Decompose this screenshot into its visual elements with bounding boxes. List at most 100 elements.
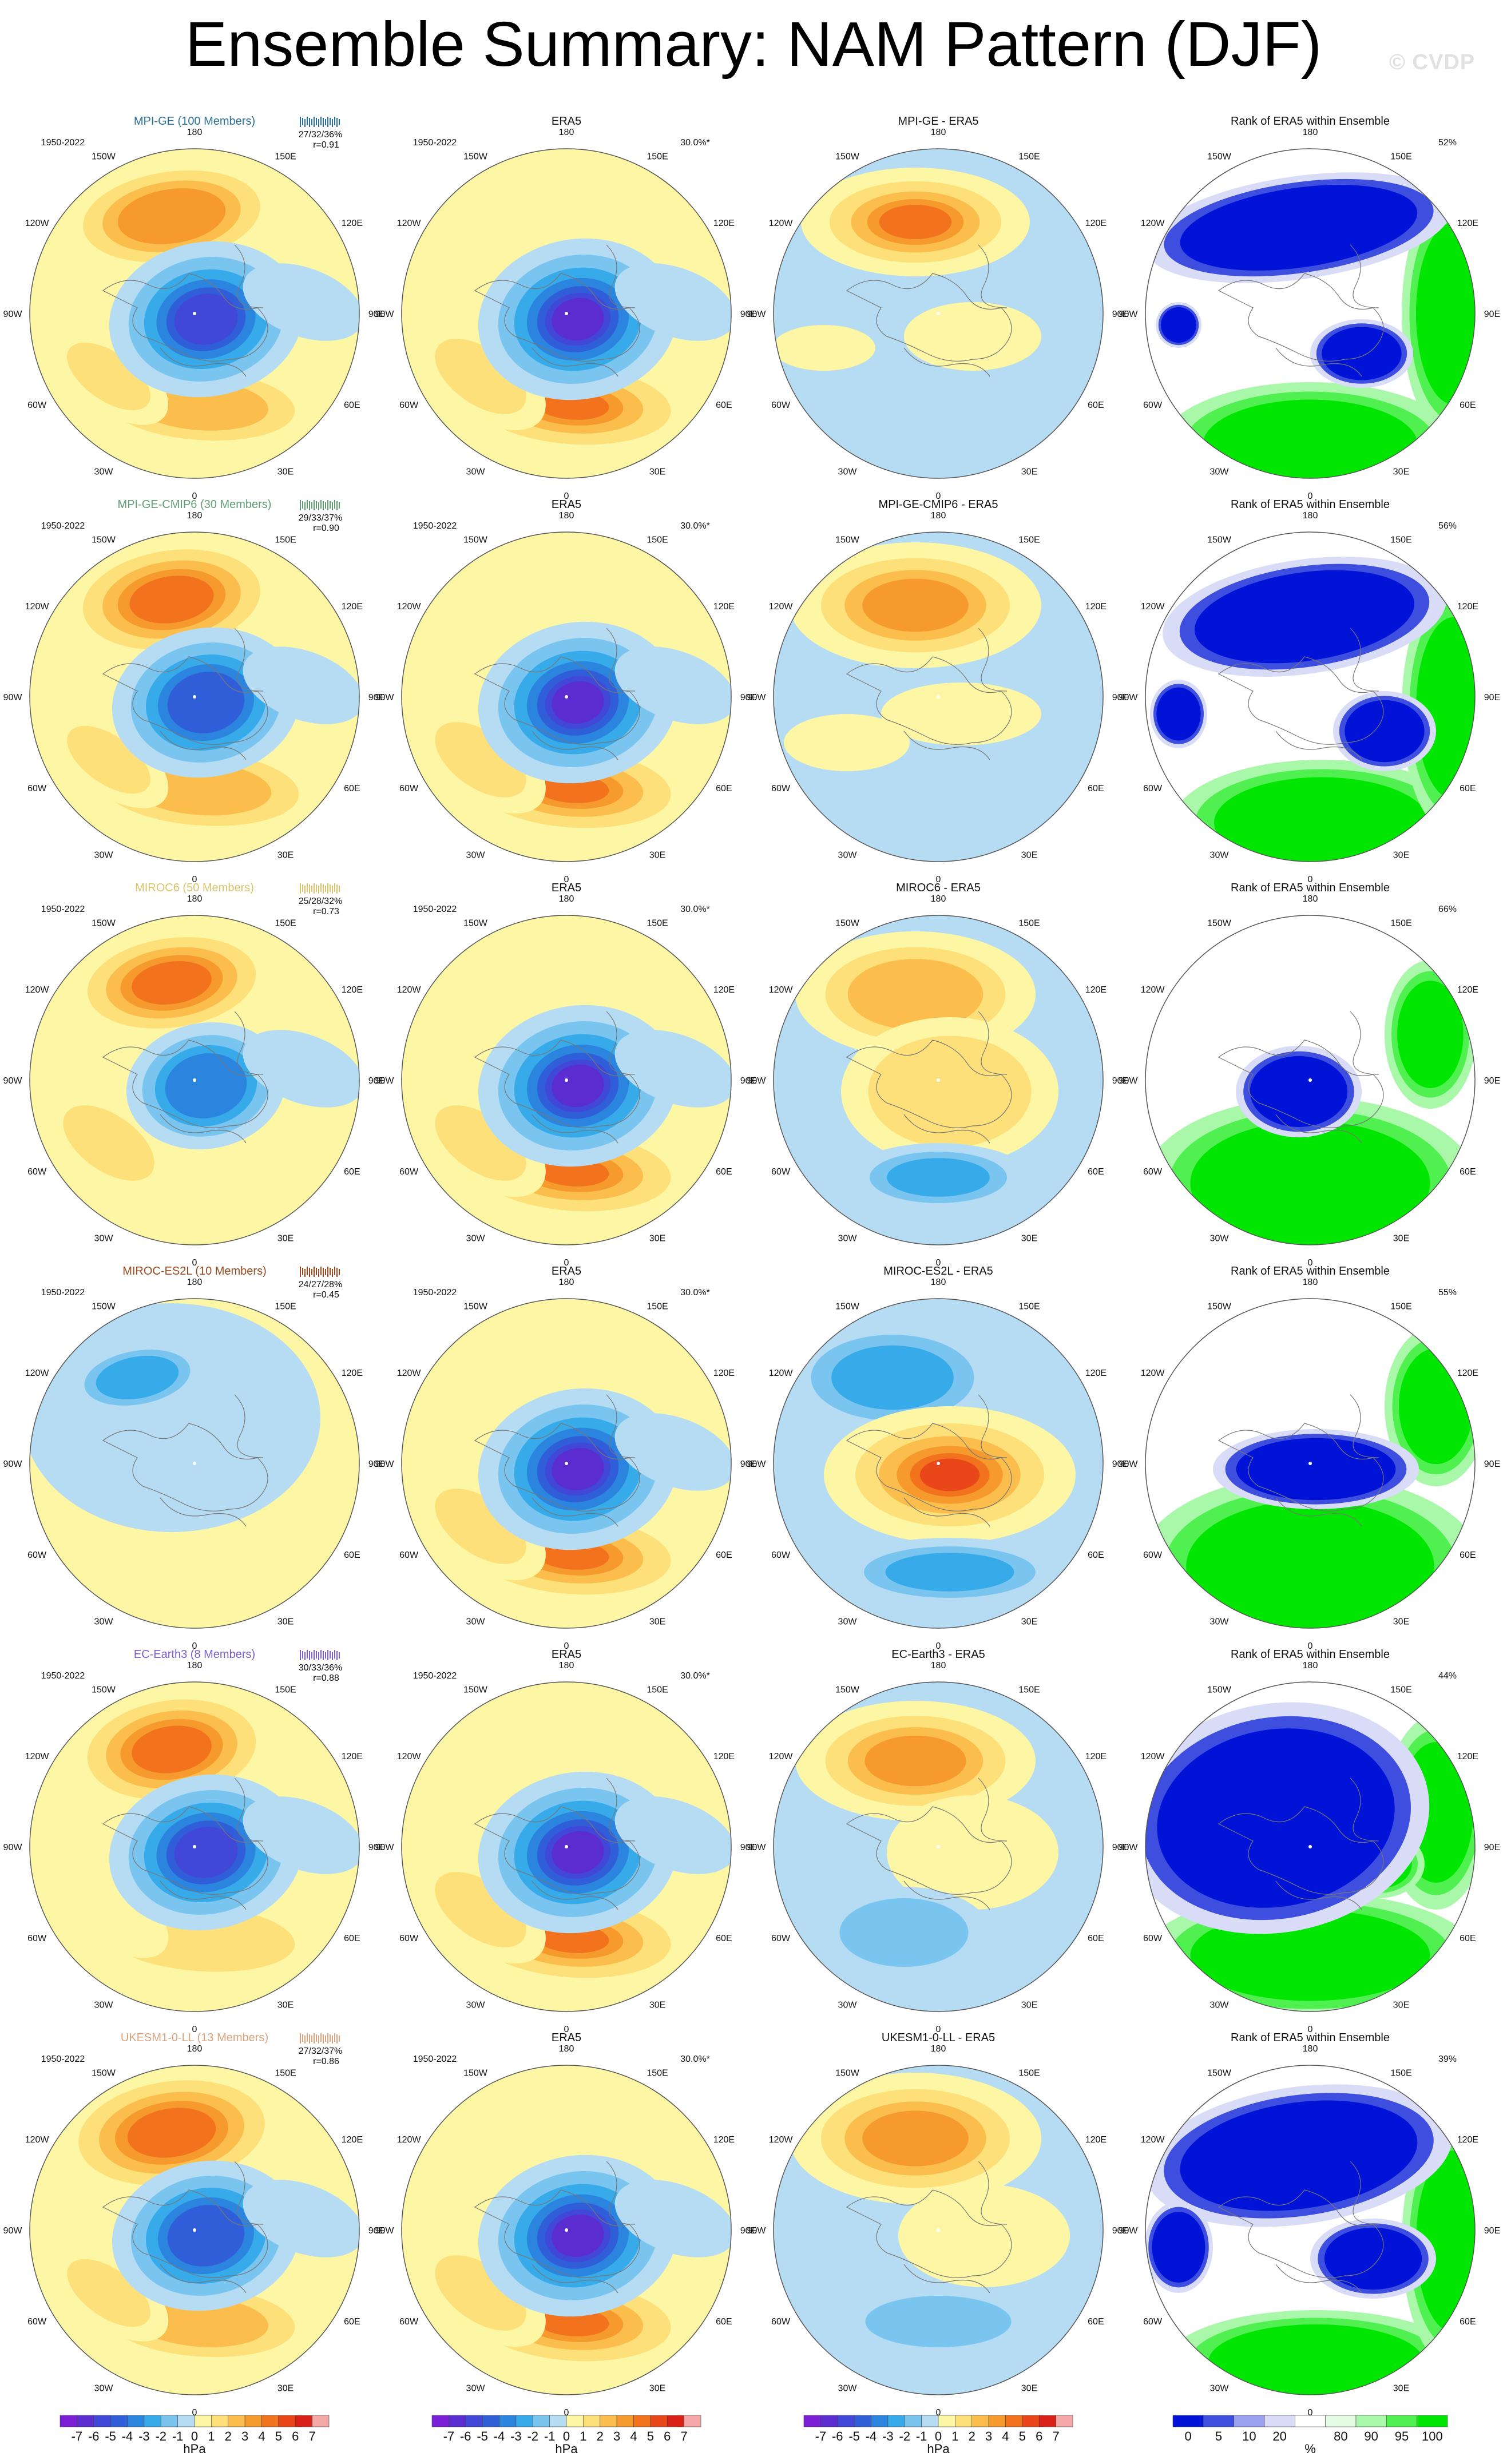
longitude-label: 30E [649,2383,665,2393]
contour-fill [862,578,969,632]
pole-marker [193,2228,196,2232]
map-panel-rank: 180 150E 120E 90E 60E 30E 0 30W 60W 90W 120W 150W Ra… [1119,115,1501,501]
longitude-label: 0 [936,2408,941,2418]
longitude-label: 120W [25,985,50,995]
longitude-label: 0 [192,2025,197,2034]
coastline [160,2264,247,2294]
contour-fill [132,961,212,1005]
longitude-label: 150W [835,919,860,929]
rank-title: Rank of ERA5 within Ensemble [1231,115,1390,128]
difference-title: UKESM1-0-LL - ERA5 [882,2031,995,2044]
coastline [978,1011,1008,1075]
map-fill [1145,149,1475,478]
longitude-label: 60E [344,400,360,410]
colorbar-tick: 4 [1002,2429,1009,2443]
contour-fill [492,1342,595,1390]
longitude-label: 30E [1393,1233,1409,1243]
rank-percent-label: 44% [1438,1671,1457,1681]
longitude-label: 60E [1460,2317,1476,2327]
map-panel-obs: 180 150E 120E 90E 60E 30E 0 30W 60W 90W 120W 150W ER… [375,1265,757,1651]
longitude-label: 60W [27,400,47,410]
coastline [102,273,268,362]
colorbar-tick: 100 [1422,2429,1443,2443]
pattern-correlation: r=0.91 [313,140,339,150]
coastline [606,1011,636,1075]
colorbar-swatch [449,2415,466,2427]
model-title: MIROC6 (50 Members) [135,882,254,894]
longitude-label: 30E [1393,467,1409,477]
longitude-label: 60W [27,1167,47,1177]
longitude-label: 60E [1088,2317,1104,2327]
longitude-label: 0 [192,1258,197,1268]
longitude-label: 120W [1141,1368,1165,1378]
colorbar-swatch [1417,2415,1448,2427]
longitude-label: 60W [771,1550,791,1560]
contour-fill [243,1030,359,1108]
longitude-label: 120E [1085,985,1107,995]
longitude-label: 60W [399,1167,419,1177]
longitude-label: 60E [716,784,732,793]
contour-fill [1161,307,1196,343]
longitude-label: 90W [375,693,395,703]
map-border [773,148,1104,479]
longitude-label: 30E [649,850,665,860]
longitude-label: 150E [1390,1302,1411,1312]
colorbar-tick: -3 [882,2429,894,2443]
model-title: MPI-GE-CMIP6 (30 Members) [118,498,272,511]
coastline [102,656,268,745]
colorbar-swatch [194,2415,212,2427]
colorbar-swatch [837,2415,855,2427]
longitude-label: 60E [1460,1550,1476,1560]
longitude-label: 120E [713,1752,735,1761]
longitude-label: 180 [1303,128,1318,137]
obs-title: ERA5 [552,498,581,511]
colorbar-swatch [549,2415,567,2427]
contour-fill [614,263,731,341]
colorbar-tick: 4 [630,2429,637,2443]
longitude-label: 180 [931,2044,946,2054]
longitude-label: 150E [647,152,668,162]
longitude-label: 0 [192,491,197,501]
coastline [474,2189,640,2278]
longitude-label: 60W [399,1934,419,1943]
longitude-label: 180 [559,894,574,904]
longitude-label: 120W [1141,985,1165,995]
contour-fill [868,1035,1032,1148]
longitude-label: 0 [564,1641,569,1651]
longitude-label: 90E [1112,310,1128,319]
longitude-label: 30W [94,2383,114,2393]
coastline [474,273,640,362]
longitude-label: 30E [277,1617,294,1626]
longitude-label: 150W [92,1685,116,1695]
colorbar-unit: hPa [555,2442,578,2456]
longitude-label: 90E [1112,1459,1128,1469]
longitude-label: 60W [399,1550,419,1560]
longitude-label: 150E [275,1685,296,1695]
colorbar-tick: 3 [985,2429,992,2443]
longitude-label: 150W [835,2069,860,2078]
longitude-label: 30W [1210,467,1230,477]
ensemble-stats: 29/33/37% [299,513,343,523]
contour-fill [552,1064,604,1108]
longitude-label: 30E [649,1233,665,1243]
coastline [606,1777,636,1842]
longitude-label: 30W [838,2000,858,2010]
page-title: Ensemble Summary: NAM Pattern (DJF) [185,9,1322,80]
contour-fill [614,2180,731,2257]
longitude-label: 30W [838,467,858,477]
colorbar-tick: -7 [443,2429,455,2443]
longitude-label: 90W [375,1076,395,1086]
colorbar-tick: 4 [258,2429,265,2443]
longitude-label: 150W [835,152,860,162]
contour-fill [614,1413,731,1491]
map-fill [774,1299,1103,1628]
longitude-label: 30W [1210,2000,1230,2010]
obs-variance-label: 30.0%* [680,138,710,148]
contour-fill [552,1447,604,1491]
longitude-label: 150W [1207,152,1232,162]
longitude-label: 120W [769,2135,794,2145]
map-border [773,1298,1104,1629]
colorbar-tick: -1 [916,2429,927,2443]
colorbar-tick: 2 [225,2429,232,2443]
